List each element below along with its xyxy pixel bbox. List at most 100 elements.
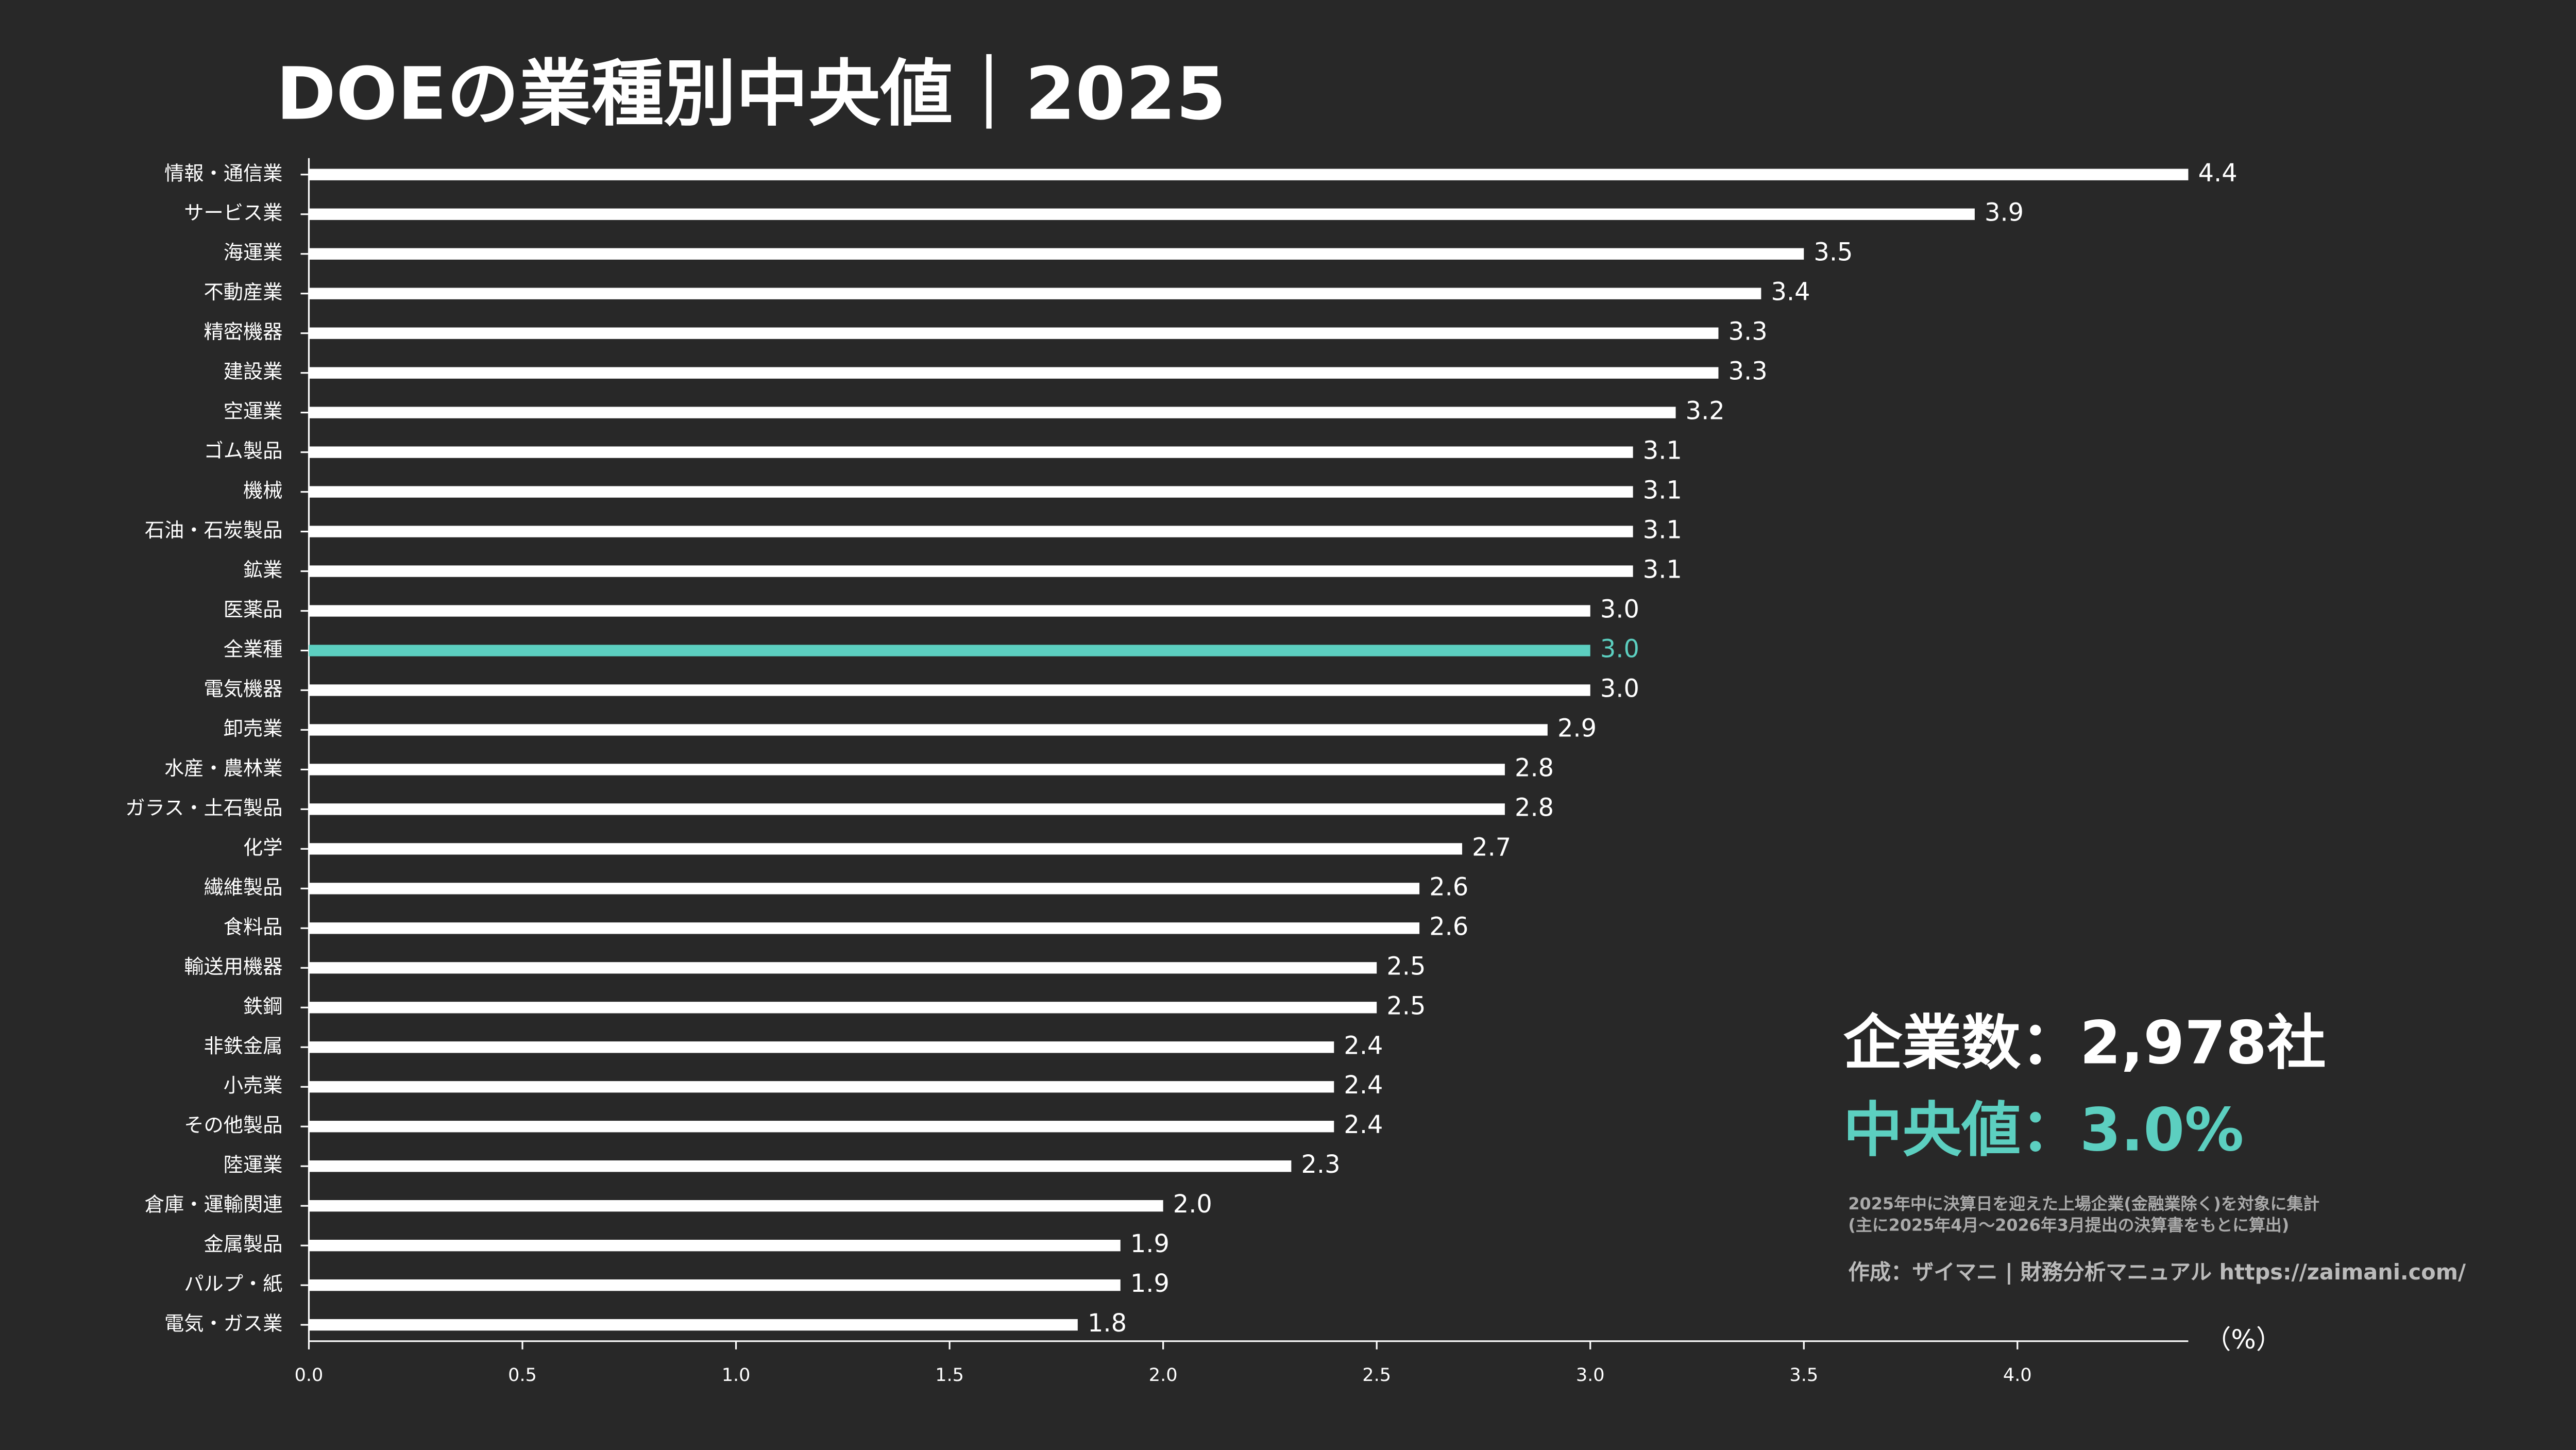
y-tick-label: 石油・石炭製品 bbox=[145, 519, 283, 542]
y-tick-label: 食料品 bbox=[224, 916, 283, 939]
value-label: 2.3 bbox=[1301, 1151, 1341, 1179]
bar bbox=[309, 605, 1590, 617]
bar bbox=[309, 724, 1548, 736]
note: (主に2025年4月〜2026年3月提出の決算書をもとに算出) bbox=[1848, 1216, 2289, 1235]
bar bbox=[309, 1200, 1163, 1212]
x-tick-label: 3.5 bbox=[1789, 1364, 1818, 1386]
x-tick-label: 0.5 bbox=[508, 1364, 537, 1386]
value-label: 3.3 bbox=[1728, 318, 1768, 346]
y-tick-label: 陸運業 bbox=[224, 1154, 283, 1177]
y-tick-label: 繊維製品 bbox=[204, 876, 282, 899]
y-tick-label: サービス業 bbox=[184, 201, 282, 225]
bar bbox=[309, 1239, 1121, 1252]
value-label: 1.9 bbox=[1130, 1270, 1170, 1298]
y-tick-label: その他製品 bbox=[184, 1114, 282, 1137]
x-unit: （%） bbox=[2205, 1325, 2282, 1355]
note: 2025年中に決算日を迎えた上場企業(金融業除く)を対象に集計 bbox=[1848, 1194, 2319, 1213]
bar bbox=[309, 1081, 1334, 1093]
y-tick-label: パルプ・紙 bbox=[184, 1273, 282, 1296]
value-label: 3.2 bbox=[1686, 397, 1725, 426]
y-tick-label: ゴム製品 bbox=[204, 440, 282, 463]
value-label: 3.9 bbox=[1985, 199, 2024, 227]
bar bbox=[309, 962, 1377, 974]
y-tick-label: 金属製品 bbox=[204, 1233, 282, 1256]
bar bbox=[309, 803, 1505, 815]
bar bbox=[309, 883, 1420, 895]
x-tick-label: 1.0 bbox=[722, 1364, 751, 1386]
value-label: 2.5 bbox=[1386, 992, 1426, 1020]
value-label: 3.0 bbox=[1600, 635, 1639, 663]
value-label: 3.1 bbox=[1643, 477, 1682, 505]
value-label: 2.6 bbox=[1429, 873, 1468, 901]
y-tick-label: 電気・ガス業 bbox=[164, 1312, 282, 1336]
x-tick-label: 4.0 bbox=[2003, 1364, 2032, 1386]
bar bbox=[309, 645, 1590, 656]
bar bbox=[309, 1041, 1334, 1053]
bar bbox=[309, 288, 1761, 299]
value-label: 3.1 bbox=[1643, 516, 1682, 545]
credit: 作成：ザイマニ | 財務分析マニュアル https://zaimani.com/ bbox=[1848, 1260, 2466, 1285]
bar bbox=[309, 1121, 1334, 1133]
x-tick-label: 1.5 bbox=[935, 1364, 964, 1386]
value-label: 4.4 bbox=[2198, 159, 2238, 188]
y-tick-label: 倉庫・運輸関連 bbox=[145, 1193, 283, 1217]
y-tick-label: 全業種 bbox=[224, 638, 283, 661]
bar bbox=[309, 248, 1804, 260]
x-tick-label: 3.0 bbox=[1576, 1364, 1605, 1386]
bar bbox=[309, 327, 1719, 339]
value-label: 3.3 bbox=[1728, 358, 1768, 386]
annotation: 企業数：2,978社 bbox=[1843, 1008, 2326, 1077]
value-label: 2.6 bbox=[1429, 913, 1468, 941]
x-tick-label: 0.0 bbox=[295, 1364, 324, 1386]
value-label: 2.9 bbox=[1557, 714, 1597, 743]
value-label: 2.7 bbox=[1472, 833, 1511, 862]
bar bbox=[309, 208, 1975, 220]
bar bbox=[309, 1002, 1377, 1014]
x-tick-label: 2.0 bbox=[1149, 1364, 1178, 1386]
bar bbox=[309, 446, 1633, 458]
y-tick-label: 鉄鋼 bbox=[243, 995, 283, 1018]
y-tick-label: 鉱業 bbox=[243, 559, 283, 582]
bar bbox=[309, 565, 1633, 577]
value-label: 2.4 bbox=[1344, 1071, 1383, 1100]
value-label: 3.0 bbox=[1600, 596, 1639, 624]
value-label: 3.5 bbox=[1814, 239, 1853, 267]
bar bbox=[309, 486, 1633, 498]
bar bbox=[309, 764, 1505, 775]
value-label: 3.1 bbox=[1643, 437, 1682, 465]
value-label: 3.1 bbox=[1643, 556, 1682, 584]
bar bbox=[309, 1319, 1078, 1331]
y-tick-label: 医薬品 bbox=[224, 598, 283, 621]
y-tick-label: 海運業 bbox=[224, 241, 283, 264]
bar bbox=[309, 1279, 1121, 1291]
bar bbox=[309, 367, 1719, 379]
value-label: 3.0 bbox=[1600, 675, 1639, 703]
bar bbox=[309, 526, 1633, 537]
y-tick-label: 卸売業 bbox=[224, 717, 283, 740]
value-label: 2.8 bbox=[1515, 794, 1554, 822]
value-label: 2.0 bbox=[1173, 1190, 1212, 1219]
y-tick-label: 不動産業 bbox=[204, 281, 282, 304]
bar bbox=[309, 843, 1463, 855]
bar bbox=[309, 407, 1676, 418]
bar bbox=[309, 168, 2189, 180]
y-tick-label: 輸送用機器 bbox=[184, 955, 282, 979]
annotation: 中央値：3.0% bbox=[1843, 1095, 2244, 1165]
value-label: 3.4 bbox=[1771, 278, 1810, 307]
value-label: 2.4 bbox=[1344, 1032, 1383, 1060]
y-tick-label: ガラス・土石製品 bbox=[125, 797, 282, 820]
value-label: 2.8 bbox=[1515, 754, 1554, 782]
y-tick-label: 情報・通信業 bbox=[164, 162, 282, 185]
y-tick-label: 電気機器 bbox=[204, 678, 282, 701]
value-label: 2.5 bbox=[1386, 952, 1426, 981]
value-label: 1.9 bbox=[1130, 1230, 1170, 1258]
y-tick-label: 空運業 bbox=[224, 400, 283, 423]
value-label: 2.4 bbox=[1344, 1111, 1383, 1139]
chart-title: DOEの業種別中央値｜2025 bbox=[276, 53, 1226, 137]
bar bbox=[309, 1160, 1292, 1172]
bar bbox=[309, 684, 1590, 696]
x-tick-label: 2.5 bbox=[1362, 1364, 1391, 1386]
y-tick-label: 化学 bbox=[243, 836, 283, 859]
y-tick-label: 水産・農林業 bbox=[164, 757, 282, 780]
